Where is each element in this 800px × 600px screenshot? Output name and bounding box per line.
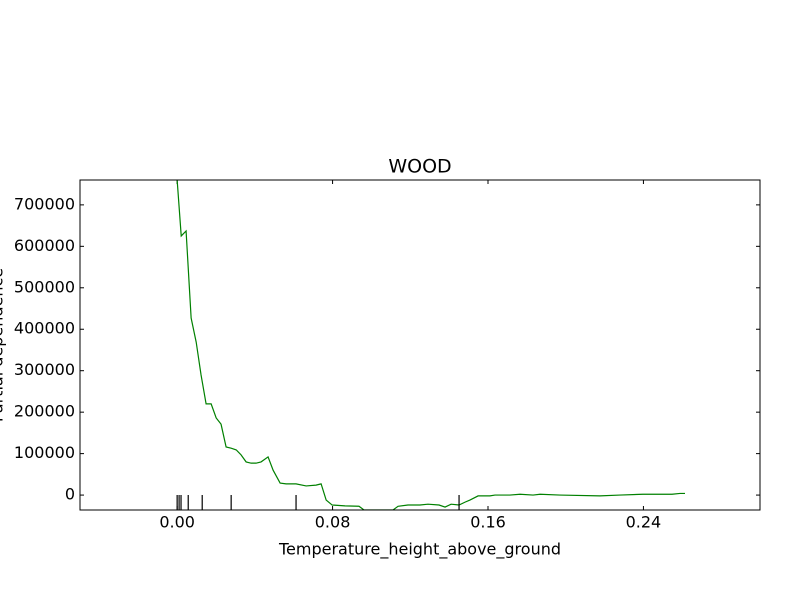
y-axis-label: Partial dependence [0, 268, 7, 422]
plot-frame [79, 179, 761, 511]
line [176, 180, 686, 510]
x-axis-label: Temperature_height_above_ground [278, 540, 561, 560]
x-tick-label: 0.16 [470, 513, 506, 532]
y-tick-label: 300000 [14, 360, 75, 379]
y-tick-label: 200000 [14, 402, 75, 421]
x-tick-label: 0.24 [626, 513, 662, 532]
x-tick-label: 0.00 [159, 513, 195, 532]
x-tick-label: 0.08 [315, 513, 351, 532]
y-tick-label: 0 [65, 485, 75, 504]
y-tick-label: 700000 [14, 194, 75, 213]
y-tick-label: 400000 [14, 319, 75, 338]
y-tick-label: 100000 [14, 443, 75, 462]
y-tick-label: 600000 [14, 236, 75, 255]
chart-title: WOOD [388, 156, 451, 178]
y-tick-label: 500000 [14, 277, 75, 296]
